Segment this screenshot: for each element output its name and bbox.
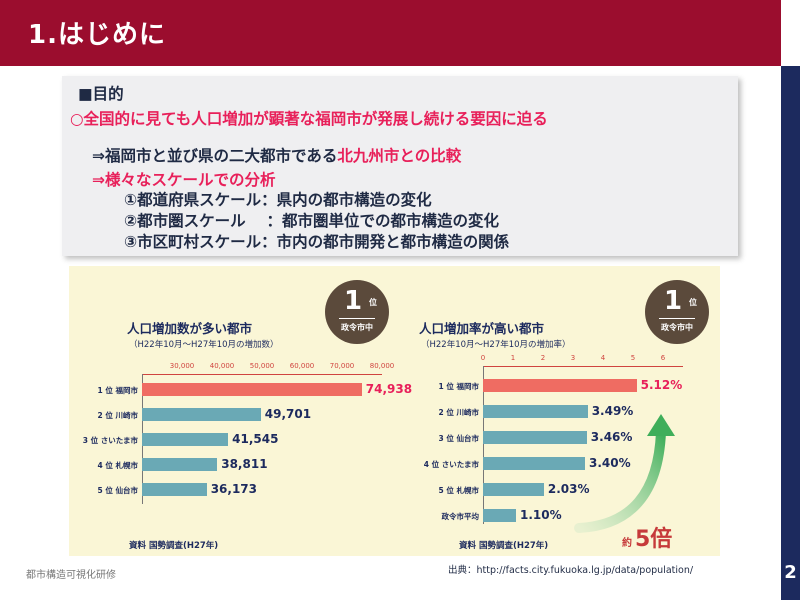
- footer-org: 都市構造可視化研修: [26, 570, 116, 581]
- approx-value: 5倍: [635, 527, 673, 552]
- purpose-point-2: ⇒様々なスケールでの分析: [92, 171, 276, 189]
- left-rank-badge: 1 位 政令市中: [325, 280, 389, 344]
- right-chart-subtitle: （H22年10月〜H27年10月の増加率）: [421, 340, 571, 350]
- footer-source: 出典：http://facts.city.fukuoka.lg.jp/data/…: [448, 565, 694, 576]
- left-tick-label: 40,000: [209, 362, 235, 370]
- right-value-label: 2.03%: [547, 482, 590, 496]
- right-bar: [483, 483, 544, 496]
- right-rank-number: 1: [663, 286, 683, 316]
- page-title: 1.はじめに: [28, 20, 166, 50]
- left-value-label: 49,701: [264, 407, 312, 421]
- scale-item-1: ①都道府県スケール：県内の都市構造の変化: [124, 191, 432, 209]
- growth-arrow-head: [647, 414, 675, 436]
- purpose-box: ■目的 ○全国的に見ても人口増加が顕著な福岡市が発展し続ける要因に迫る ⇒福岡市…: [62, 76, 738, 256]
- scale-item-3: ③市区町村スケール：市内の都市開発と都市構造の関係: [124, 233, 510, 251]
- left-tick-label: 50,000: [249, 362, 275, 370]
- growth-arrow-shaft: [574, 427, 666, 533]
- approx-prefix: 約: [622, 538, 632, 549]
- right-tick-label: 1: [510, 354, 516, 362]
- right-value-label: 3.49%: [591, 404, 634, 418]
- right-category-label: 1 位 福岡市: [438, 382, 479, 391]
- purpose-heading: ■目的: [78, 85, 124, 103]
- left-rank-suffix: 位: [369, 298, 377, 307]
- right-value-label: 5.12%: [640, 378, 683, 392]
- right-tick-label: 6: [660, 354, 666, 362]
- left-value-label: 36,173: [210, 482, 257, 496]
- left-rank-number: 1: [343, 286, 363, 316]
- purpose-goal: ○全国的に見ても人口増加が顕著な福岡市が発展し続ける要因に迫る: [70, 110, 548, 128]
- right-bar: [483, 405, 588, 418]
- right-category-label: 5 位 札幌市: [438, 486, 479, 495]
- left-bar: [142, 458, 218, 471]
- left-tick-label: 70,000: [329, 362, 355, 370]
- left-rank-category: 政令市中: [341, 323, 373, 332]
- left-value-label: 38,811: [221, 457, 268, 471]
- right-rank-category: 政令市中: [661, 323, 693, 332]
- right-rank-divider: [659, 318, 695, 319]
- right-category-label: 4 位 さいたま市: [423, 460, 479, 469]
- left-value-label: 41,545: [232, 432, 279, 446]
- left-tick-label: 60,000: [289, 362, 315, 370]
- title-bar: 1.はじめに: [0, 0, 781, 66]
- right-category-label: 2 位 川崎市: [438, 408, 479, 417]
- side-bar: [781, 66, 800, 600]
- right-axis-line: [483, 366, 683, 367]
- right-rank-badge: 1 位 政令市中: [645, 280, 709, 344]
- left-category-label: 2 位 川崎市: [97, 411, 138, 420]
- right-chart-title: 人口増加率が高い都市: [419, 321, 545, 336]
- chart-panel: 人口増加数が多い都市 （H22年10月〜H27年10月の増加数） 30,000 4…: [69, 266, 720, 556]
- purpose-point-1: ⇒福岡市と並び県の二大都市である北九州市との比較: [92, 144, 461, 166]
- left-chart-subtitle: （H22年10月〜H27年10月の増加数）: [129, 340, 279, 350]
- right-tick-label: 3: [570, 354, 576, 362]
- right-bar: [483, 509, 516, 522]
- left-tick-label: 80,000: [369, 362, 395, 370]
- right-value-axis: [483, 366, 484, 524]
- right-category-label: 3 位 仙台市: [438, 434, 479, 443]
- left-category-label: 4 位 札幌市: [97, 461, 138, 470]
- right-value-label: 3.40%: [589, 456, 631, 470]
- left-category-label: 3 位 さいたま市: [82, 436, 138, 445]
- right-bar: [483, 379, 637, 392]
- page-number: 2: [784, 562, 797, 583]
- right-value-label: 3.46%: [590, 430, 633, 444]
- right-category-label: 政令市平均: [441, 512, 480, 521]
- right-chart-source: 資料 国勢調査(H27年): [459, 541, 549, 551]
- left-bar: [142, 383, 362, 396]
- right-bar: [483, 457, 585, 470]
- left-tick-label: 30,000: [169, 362, 195, 370]
- point-1-highlight: 北九州市との比較: [337, 147, 462, 165]
- right-tick-label: 0: [480, 354, 486, 362]
- scale-item-2: ②都市圏スケール ：都市圏単位での都市構造の変化: [124, 212, 500, 230]
- right-tick-label: 5: [630, 354, 636, 362]
- right-value-label: 1.10%: [520, 508, 562, 522]
- left-chart-source: 資料 国勢調査(H27年): [129, 541, 219, 551]
- right-tick-label: 2: [540, 354, 546, 362]
- right-tick-label: 4: [600, 354, 606, 362]
- point-1-prefix: ⇒福岡市と並び県の二大都市である: [92, 147, 338, 165]
- left-bar: [142, 433, 229, 446]
- left-bar: [142, 408, 261, 421]
- left-rank-divider: [339, 318, 375, 319]
- growth-arrow: [574, 414, 675, 533]
- left-axis-line: [142, 374, 382, 375]
- left-chart-title: 人口増加数が多い都市: [127, 321, 253, 336]
- left-category-label: 1 位 福岡市: [97, 386, 138, 395]
- right-bar: [483, 431, 587, 444]
- right-rank-suffix: 位: [689, 298, 697, 307]
- left-category-label: 5 位 仙台市: [97, 486, 138, 495]
- left-bar: [142, 483, 207, 496]
- left-value-label: 74,938: [365, 382, 413, 396]
